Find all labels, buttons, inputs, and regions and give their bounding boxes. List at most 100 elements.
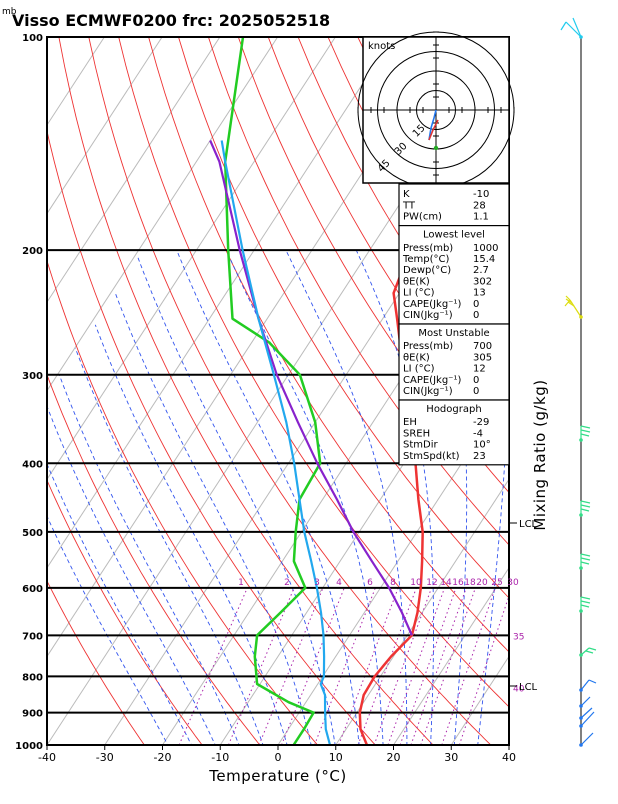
most-unstable-row-value: 12 (473, 364, 486, 375)
lowest-level-row-value: 0 (473, 299, 479, 310)
mixing-ratio-label: 8 (390, 578, 396, 588)
wind-barb-1000-stroke (581, 733, 593, 745)
most-unstable-heading: Most Unstable (418, 328, 489, 339)
theta-label: 35 (513, 632, 524, 642)
wind-barb-mid-1-stroke (581, 505, 590, 507)
dry-adiabat-line (507, 37, 618, 760)
y-tick-label: 500 (22, 528, 43, 539)
mixing-ratio-label: 10 (410, 578, 422, 588)
x-axis-title: Temperature (°C) (208, 767, 346, 785)
general-indices-row-value: 1.1 (473, 212, 489, 223)
y-tick-label: 700 (22, 631, 43, 642)
lowest-level-row-label: Temp(°C) (402, 254, 450, 265)
wind-barb-mid-0-stroke (581, 426, 590, 428)
wind-barb-100-stroke (566, 22, 581, 37)
mixing-ratio-axis-title: Mixing Ratio (g/kg) (531, 379, 549, 530)
dry-adiabat-line (0, 37, 272, 760)
most-unstable-row-value: 0 (473, 375, 479, 386)
y-tick-label: 200 (22, 246, 43, 257)
wind-barb-mid-2-stroke (581, 562, 589, 564)
dry-adiabat-line (597, 37, 618, 760)
wind-barb-925-stroke (581, 712, 594, 726)
isotherm-line (0, 37, 104, 745)
x-tick-label: -40 (38, 751, 56, 764)
moist-adiabat-line (226, 250, 383, 760)
most-unstable-row-label: CIN(Jkg⁻¹) (403, 386, 453, 397)
lowest-level-row-label: Press(mb) (403, 243, 453, 254)
lowest-level-row-label: CAPE(Jkg⁻¹) (403, 299, 461, 310)
x-tick-label: 10 (329, 751, 343, 764)
mixing-ratio-label: 16 (452, 578, 464, 588)
mixing-ratio-label: 30 (507, 578, 519, 588)
wind-barb-mid-1-stroke (581, 509, 589, 511)
hodograph-indices-row-label: StmDir (403, 440, 438, 451)
hodograph-indices-row-value: 23 (473, 451, 486, 462)
lowest-level-row-label: Dewp(°C) (403, 265, 451, 276)
x-tick-label: 20 (387, 751, 401, 764)
mixing-ratio-label: 12 (426, 578, 437, 588)
most-unstable-row-label: θE(K) (403, 352, 430, 363)
lowest-level-row-label: θE(K) (403, 276, 430, 287)
wind-barb-mid-1-stroke (581, 501, 590, 503)
y-tick-label: 300 (22, 371, 43, 382)
most-unstable-row-value: 305 (473, 352, 492, 363)
x-tick-label: -10 (211, 751, 229, 764)
x-tick-label: 30 (444, 751, 458, 764)
lowest-level-heading: Lowest level (423, 230, 485, 241)
mixing-ratio-label: 1 (238, 578, 244, 588)
most-unstable-row-label: CAPE(Jkg⁻¹) (403, 375, 461, 386)
moist-adiabat-line (30, 422, 199, 760)
wind-barb-mid-0-stroke (581, 430, 590, 432)
mixing-ratio-label: 14 (440, 578, 452, 588)
most-unstable-row-label: LI (°C) (403, 364, 435, 375)
lowest-level-row-value: 15.4 (473, 254, 495, 265)
wind-barb-780-stroke (581, 680, 589, 690)
x-tick-label: -20 (154, 751, 172, 764)
lowest-level-row-value: 1000 (473, 243, 498, 254)
mixing-ratio-line (282, 588, 345, 745)
wind-barb-mid-3-stroke (581, 601, 590, 603)
x-tick-label: -30 (96, 751, 114, 764)
hodograph-indices-heading: Hodograph (426, 404, 481, 415)
mixing-ratio-label: 6 (367, 578, 373, 588)
y-tick-label: 600 (22, 584, 43, 595)
x-tick-label: 40 (502, 751, 516, 764)
hodograph-storm-motion-marker (434, 146, 438, 150)
y-tick-label: 100 (22, 33, 43, 44)
most-unstable-row-value: 700 (473, 341, 492, 352)
most-unstable-row-value: 0 (473, 386, 479, 397)
wind-barb-650-stroke (589, 648, 596, 650)
dry-adiabat-line (537, 37, 618, 760)
wind-barb-850-stroke (581, 697, 590, 706)
x-tick-label: 0 (275, 751, 282, 764)
wind-barb-mid-0-stroke (581, 434, 589, 436)
mixing-ratio-label: 18 (464, 578, 476, 588)
lcl-lower-label: LCL (519, 682, 538, 693)
mixing-ratio-label: 4 (336, 578, 342, 588)
moist-adiabat-line (95, 325, 291, 760)
wind-barb-780-stroke (589, 680, 596, 683)
hodograph-indices-row-label: StmSpd(kt) (403, 451, 460, 462)
lowest-level-row-value: 0 (473, 310, 479, 321)
dewpoint-profile-line (225, 37, 320, 745)
wind-barb-100-stroke (573, 18, 581, 37)
most-unstable-row-label: Press(mb) (403, 341, 453, 352)
wind-barb-mid-3-stroke (581, 605, 589, 607)
wetbulb-profile-line (222, 141, 330, 746)
y-tick-label: 800 (22, 672, 43, 683)
general-indices-row-label: TT (402, 200, 416, 211)
mixing-ratio-line (259, 588, 323, 745)
moist-adiabat-line (115, 293, 314, 760)
moist-adiabat-line (75, 348, 268, 760)
hodograph-indices-row-label: SREH (403, 428, 430, 439)
mixing-ratio-line (228, 588, 294, 745)
lowest-level-row-value: 302 (473, 276, 492, 287)
mixing-ratio-label: 20 (476, 578, 488, 588)
wind-barb-mid-2-stroke (581, 554, 590, 556)
wind-barb-mid-3-stroke (581, 597, 590, 599)
general-indices-row-label: K (403, 189, 410, 200)
isotherm-line (509, 37, 618, 745)
mixing-ratio-label: 3 (314, 578, 320, 588)
